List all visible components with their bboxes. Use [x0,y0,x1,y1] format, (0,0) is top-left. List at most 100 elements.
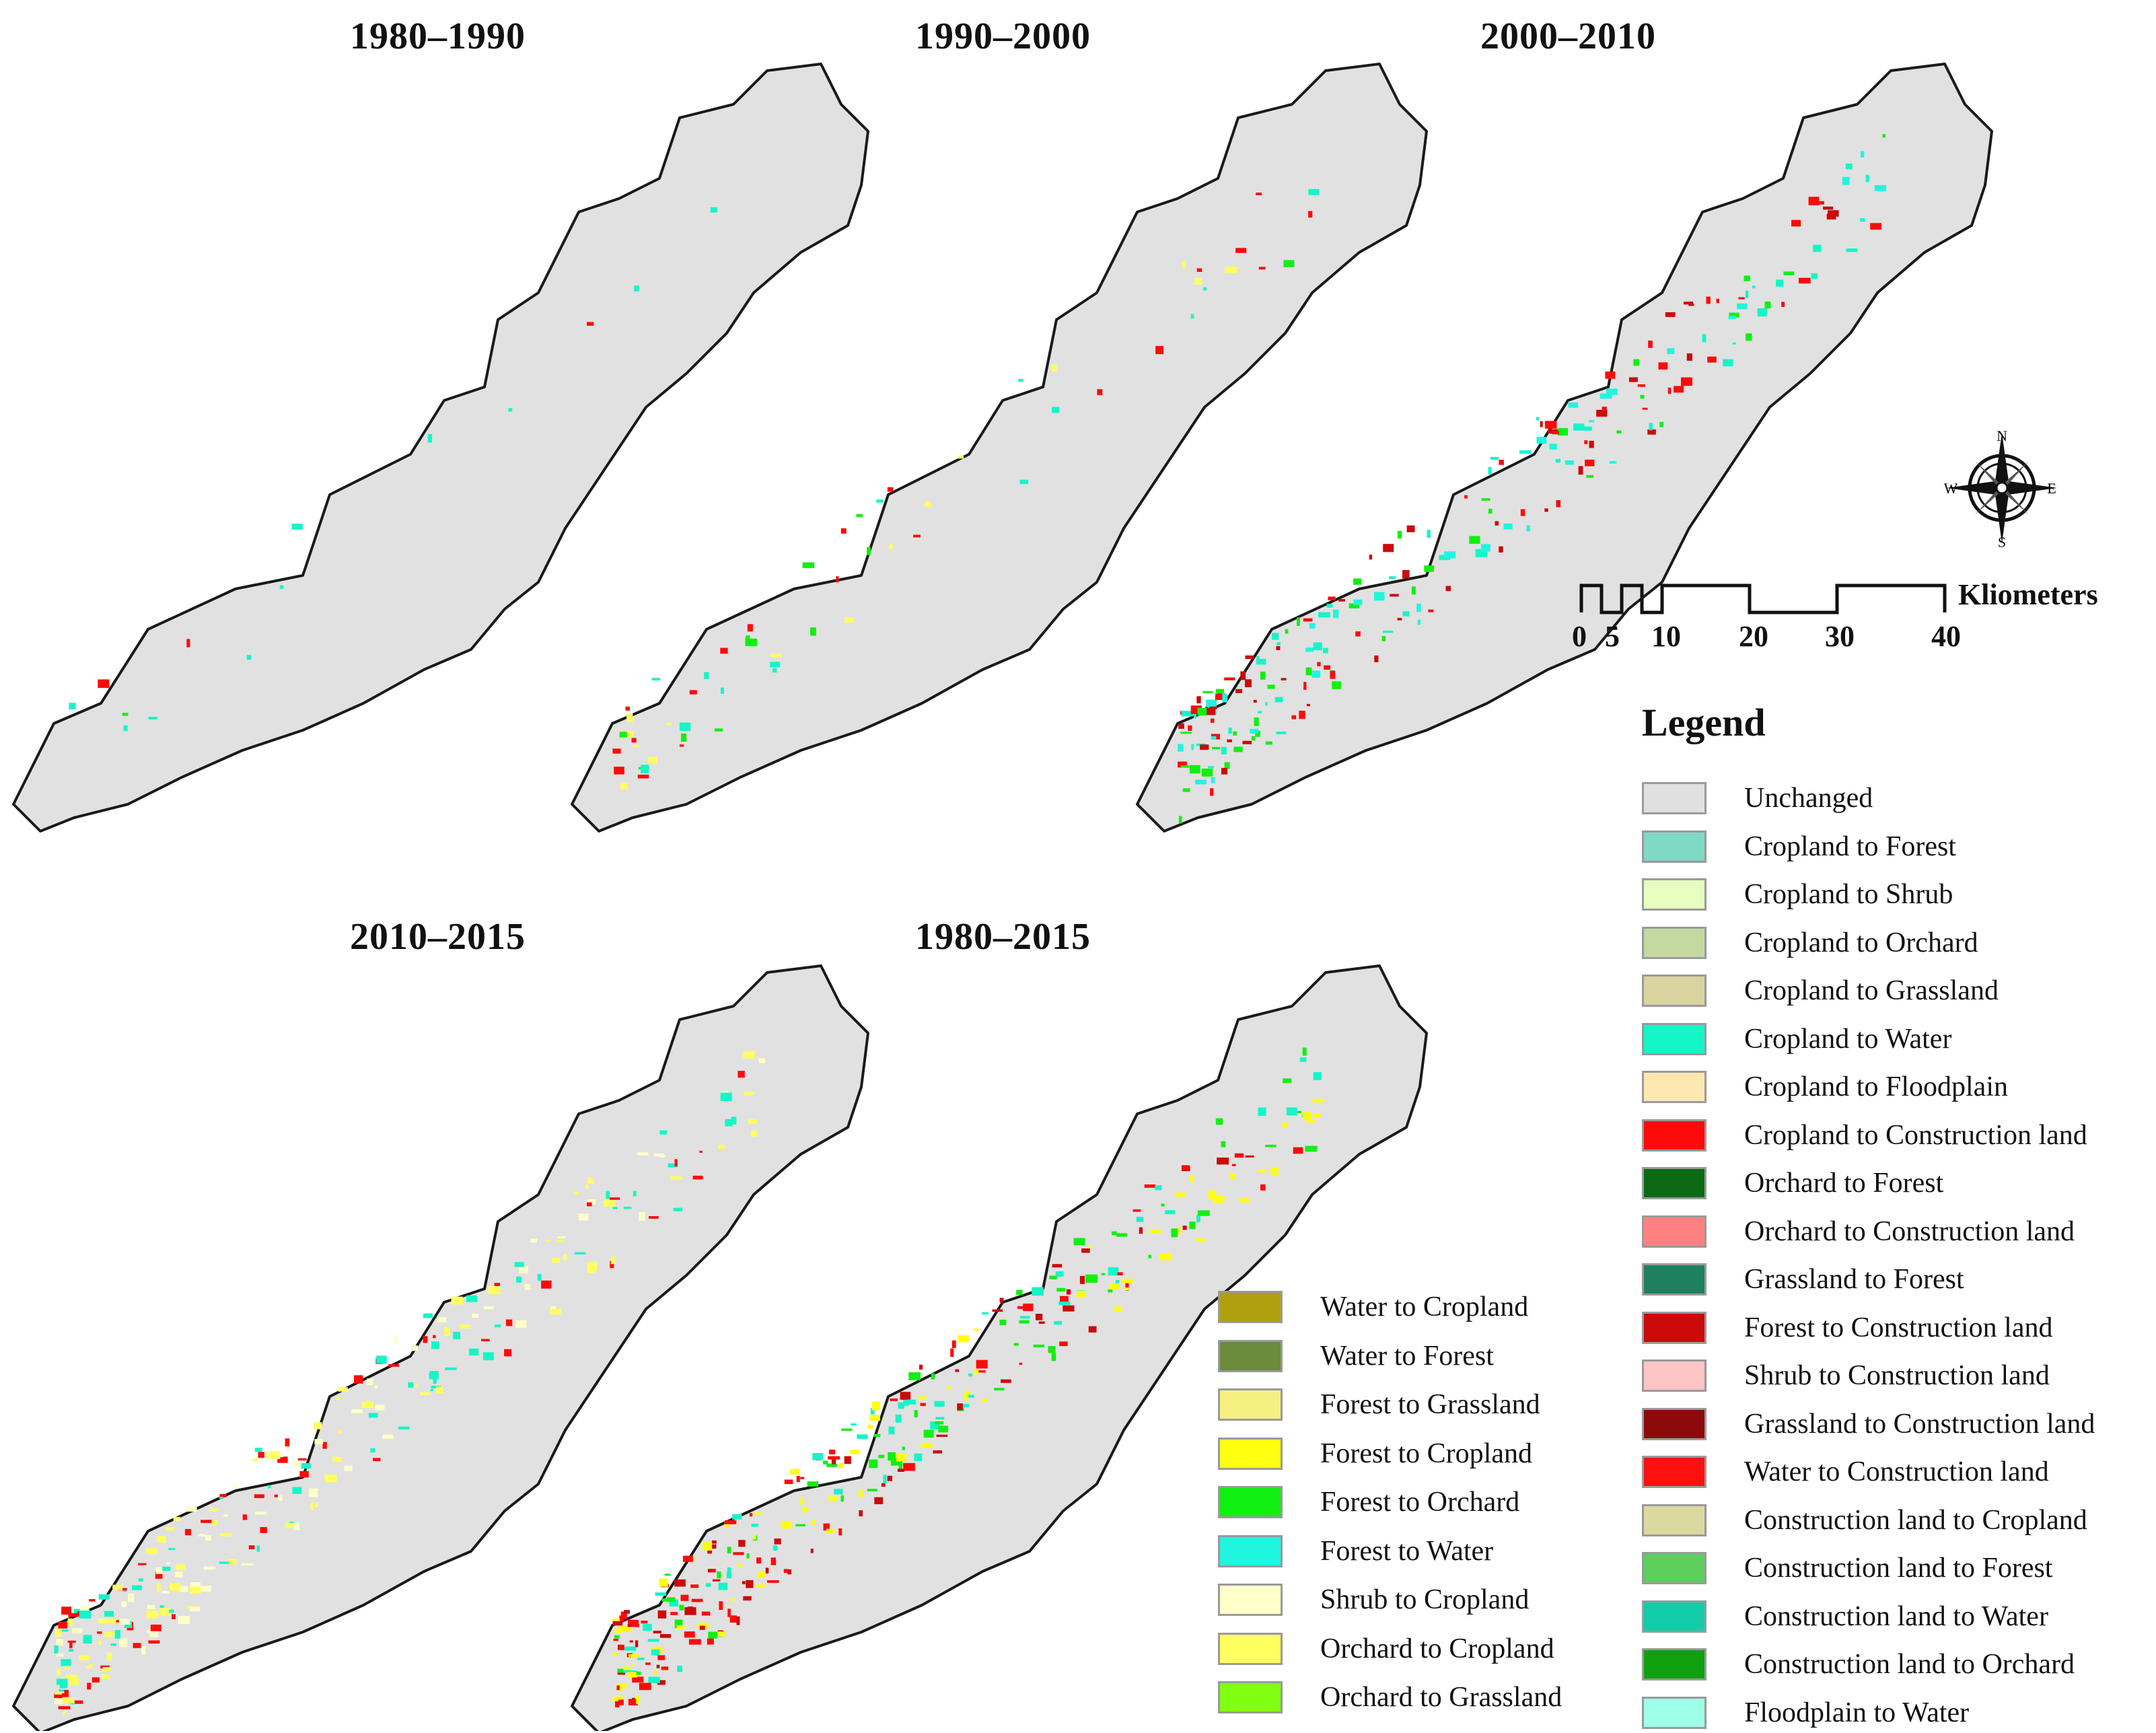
change-patch [919,1364,923,1370]
legend-title: Legend [1642,701,1766,744]
change-patch [1202,287,1207,291]
change-patch [1274,697,1283,703]
change-patch [291,524,303,530]
legend-item: Construction land to Orchard [1642,1644,2075,1685]
change-patch [176,1564,186,1570]
change-patch [619,1615,624,1621]
change-patch [1302,1112,1312,1120]
change-patch [332,1456,342,1462]
basin-map-1 [571,63,1428,833]
legend-item: Water to Forest [1218,1336,1494,1376]
legend-label: Water to Cropland [1320,1292,1529,1322]
change-patch [1865,174,1869,182]
change-patch [322,1442,327,1449]
change-patch [920,1403,926,1407]
change-patch [1019,1362,1023,1366]
change-patch [1557,428,1569,436]
change-patch [1180,765,1190,768]
change-patch [721,687,724,694]
change-patch [674,1159,678,1167]
change-patch [667,1597,676,1602]
change-patch [707,1638,714,1645]
change-patch [1328,596,1336,600]
change-patch [61,1659,71,1666]
change-patch [69,1649,73,1652]
panel-title-1980-2015: 1980–2015 [915,916,1091,958]
change-patch [1190,1174,1194,1182]
change-patch [641,765,649,773]
change-patch [1032,1287,1044,1296]
change-patch [712,1540,717,1544]
change-patch [1374,592,1385,601]
legend-item: Orchard to Grassland [1218,1677,1562,1718]
change-patch [374,1385,378,1388]
change-patch [1165,1210,1175,1215]
change-patch [64,1689,69,1698]
change-patch [64,1666,70,1669]
change-patch [98,1640,102,1645]
change-patch [1706,296,1711,304]
change-patch [1540,421,1543,427]
legend-swatch [1218,1437,1283,1470]
change-patch [220,1533,231,1536]
change-patch [59,1689,65,1692]
change-patch [934,1401,945,1407]
compass-rose-icon: N S E W [1944,427,2057,549]
scale-tick-30: 30 [1825,620,1855,653]
change-patch [633,1191,637,1197]
change-patch [849,1450,860,1454]
change-patch [1221,1141,1226,1147]
change-patch [1311,1098,1324,1102]
change-patch [1313,642,1322,651]
change-patch [1658,362,1668,370]
change-patch [578,1213,589,1221]
change-patch [934,1421,944,1425]
change-patch [98,1594,110,1600]
change-patch [186,639,190,647]
change-patch [1490,456,1499,460]
change-patch [614,767,624,775]
change-patch [617,1668,624,1673]
change-patch [1149,1229,1161,1234]
change-patch [844,1456,851,1464]
change-patch [1297,1110,1302,1113]
legend-label: Shrub to Cropland [1320,1584,1530,1615]
change-patch [1019,1320,1030,1324]
change-patch [184,1528,191,1536]
change-patch [1208,1190,1217,1199]
change-patch [233,1483,236,1489]
change-patch [1798,277,1811,284]
change-patch [746,1580,754,1588]
change-patch [488,1285,501,1294]
change-patch [68,1613,79,1617]
change-patch [139,1578,143,1582]
legend-swatch [1642,1263,1706,1296]
change-patch [1306,1119,1315,1123]
change-patch [1297,617,1300,626]
change-patch [612,748,621,754]
change-patch [702,1542,713,1551]
change-patch [1738,297,1745,299]
change-patch [132,1585,142,1590]
change-patch [666,722,672,726]
change-patch [546,1240,550,1242]
change-patch [731,1117,737,1125]
change-patch [1503,523,1513,530]
change-patch [1133,1209,1141,1212]
legend-label: Grassland to Forest [1744,1264,1964,1295]
change-patch [408,1382,414,1388]
change-patch [1481,498,1490,501]
change-patch [219,1497,223,1499]
change-patch [63,1711,66,1715]
change-patch [921,1442,933,1448]
change-patch [1108,1289,1113,1293]
change-patch [1222,694,1228,703]
legend-swatch [1642,1456,1706,1488]
change-patch [1427,530,1431,538]
change-patch [362,1401,373,1409]
change-patch [657,1655,666,1660]
change-patch [727,1547,731,1553]
change-patch [620,1611,627,1619]
change-patch [168,1548,176,1551]
change-patch [1582,426,1592,431]
